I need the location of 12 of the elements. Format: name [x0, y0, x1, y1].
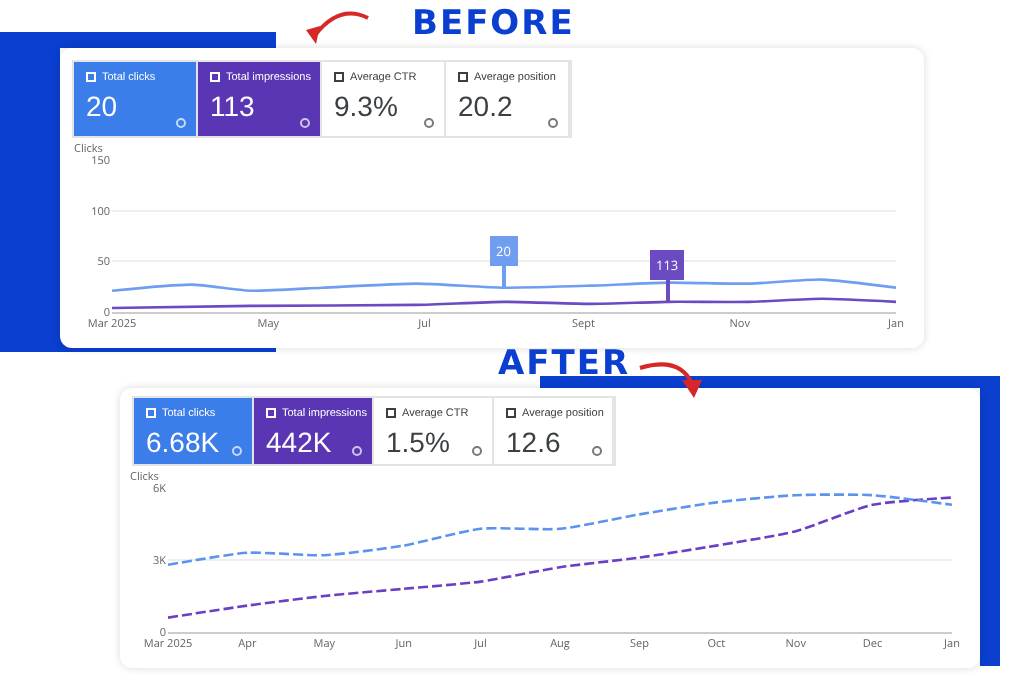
text: AFTER — [498, 344, 631, 384]
text: 9.3% — [334, 90, 398, 122]
line-series — [168, 496, 952, 619]
line-series — [168, 493, 952, 567]
text: 20 — [86, 90, 118, 122]
text: BEFORE — [412, 4, 575, 44]
text: 442K — [266, 426, 332, 458]
text: 113 — [210, 90, 255, 122]
text: 20.2 — [458, 90, 513, 122]
text: 12.6 — [506, 426, 561, 458]
text: 6.68K — [146, 426, 220, 458]
text: 1.5% — [386, 426, 450, 458]
